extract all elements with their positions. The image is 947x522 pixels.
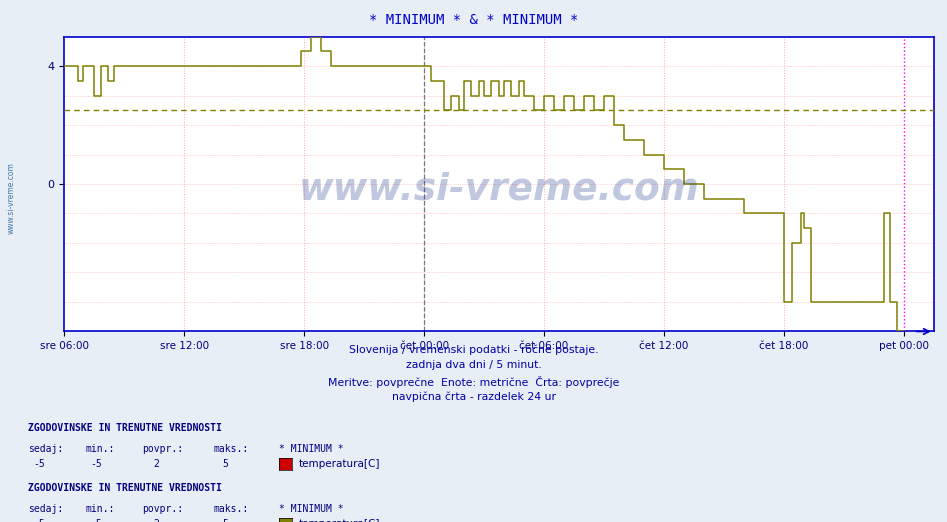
Text: Meritve: povprečne  Enote: metrične  Črta: povprečje: Meritve: povprečne Enote: metrične Črta:…	[328, 376, 619, 388]
Text: maks.:: maks.:	[213, 504, 248, 514]
Text: * MINIMUM * & * MINIMUM *: * MINIMUM * & * MINIMUM *	[368, 13, 579, 27]
Text: * MINIMUM *: * MINIMUM *	[279, 444, 344, 454]
Text: povpr.:: povpr.:	[142, 504, 183, 514]
Text: www.si-vreme.com: www.si-vreme.com	[7, 162, 16, 234]
Text: povpr.:: povpr.:	[142, 444, 183, 454]
Text: * MINIMUM *: * MINIMUM *	[279, 504, 344, 514]
Text: zadnja dva dni / 5 minut.: zadnja dva dni / 5 minut.	[405, 360, 542, 370]
Text: navpična črta - razdelek 24 ur: navpična črta - razdelek 24 ur	[391, 392, 556, 402]
Text: -5: -5	[90, 519, 101, 522]
Text: -5: -5	[33, 519, 45, 522]
Text: -5: -5	[33, 459, 45, 469]
Text: 5: 5	[223, 519, 228, 522]
Text: 2: 2	[153, 519, 159, 522]
Text: sedaj:: sedaj:	[28, 504, 63, 514]
Text: www.si-vreme.com: www.si-vreme.com	[298, 172, 700, 208]
Text: Slovenija / vremenski podatki - ročne postaje.: Slovenija / vremenski podatki - ročne po…	[348, 345, 599, 355]
Text: sedaj:: sedaj:	[28, 444, 63, 454]
Text: -5: -5	[90, 459, 101, 469]
Text: ZGODOVINSKE IN TRENUTNE VREDNOSTI: ZGODOVINSKE IN TRENUTNE VREDNOSTI	[28, 423, 223, 433]
Text: ZGODOVINSKE IN TRENUTNE VREDNOSTI: ZGODOVINSKE IN TRENUTNE VREDNOSTI	[28, 483, 223, 493]
Text: min.:: min.:	[85, 504, 115, 514]
Text: maks.:: maks.:	[213, 444, 248, 454]
Text: min.:: min.:	[85, 444, 115, 454]
Text: 5: 5	[223, 459, 228, 469]
Text: temperatura[C]: temperatura[C]	[298, 459, 380, 469]
Text: 2: 2	[153, 459, 159, 469]
Text: temperatura[C]: temperatura[C]	[298, 519, 380, 522]
